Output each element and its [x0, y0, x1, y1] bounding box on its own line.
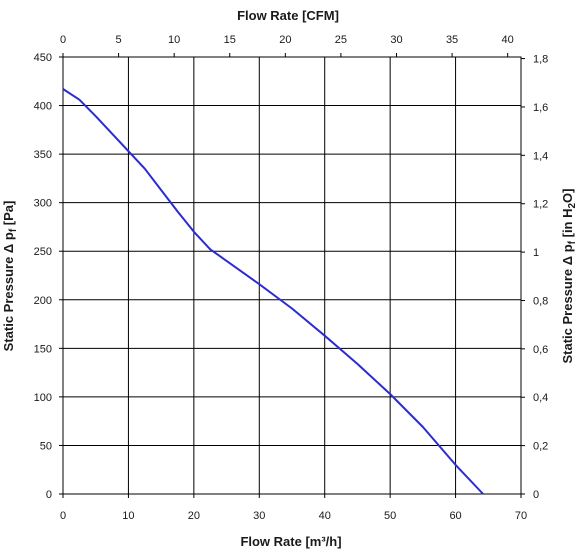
x2-tick-label: 30: [390, 34, 402, 46]
x2-tick-label: 5: [116, 34, 122, 46]
y-axis-title: Static Pressure Δ pf [Pa]: [1, 201, 19, 352]
x2-tick-label: 35: [446, 34, 458, 46]
vertical-gridlines: [62, 57, 522, 494]
y-tick-label: 400: [34, 101, 52, 113]
plot-area: [63, 57, 521, 494]
y2-tick-label: 0,6: [533, 344, 548, 356]
y-tick-label: 100: [34, 392, 52, 404]
y2-tick-label: 1,6: [533, 102, 548, 114]
y2-tick-label: 1: [533, 247, 539, 259]
y-tick-label: 300: [34, 198, 52, 210]
x-tick-label: 40: [319, 510, 331, 522]
x2-tick-label: 15: [224, 34, 236, 46]
y2-tick-label: 0,2: [533, 441, 548, 453]
y-tick-label: 350: [34, 149, 52, 161]
x2-tick-label: 20: [279, 34, 291, 46]
y2-tick-label: 1,8: [533, 54, 548, 66]
y-tick-label: 0: [46, 489, 52, 501]
y-tick-label: 50: [40, 440, 52, 452]
x-tick-label: 50: [384, 510, 396, 522]
x2-tick-label: 40: [502, 34, 514, 46]
x-tick-label: 30: [253, 510, 265, 522]
y2-tick-label: 0,4: [533, 392, 548, 404]
y-tick-label: 200: [34, 295, 52, 307]
x2-tick-label: 10: [168, 34, 180, 46]
x2-tick-label: 0: [60, 34, 66, 46]
y-tick-label: 150: [34, 343, 52, 355]
x-tick-label: 60: [449, 510, 461, 522]
y2-tick-label: 1,2: [533, 199, 548, 211]
x-axis-title: Flow Rate [m³/h]: [240, 534, 341, 549]
y2-tick-label: 0: [533, 489, 539, 501]
x-tick-label: 70: [515, 510, 527, 522]
y-tick-label: 450: [34, 52, 52, 64]
tick-labels: 0 10 20 30 40 50 60 700501001502002503003504004…: [34, 34, 549, 522]
x2-axis-title: Flow Rate [CFM]: [237, 8, 339, 23]
series-line: [62, 88, 484, 495]
y2-tick-label: 0,8: [533, 295, 548, 307]
x-tick-label: 20: [188, 510, 200, 522]
x-tick-label: 0: [60, 510, 66, 522]
plot-border: [62, 56, 522, 495]
x2-tick-label: 25: [335, 34, 347, 46]
tick-marks: [59, 53, 525, 498]
y2-axis-title: Static Pressure Δ pf [in H2O]: [560, 188, 578, 363]
x-tick-label: 10: [122, 510, 134, 522]
y-tick-label: 250: [34, 246, 52, 258]
y2-tick-label: 1,4: [533, 150, 548, 162]
